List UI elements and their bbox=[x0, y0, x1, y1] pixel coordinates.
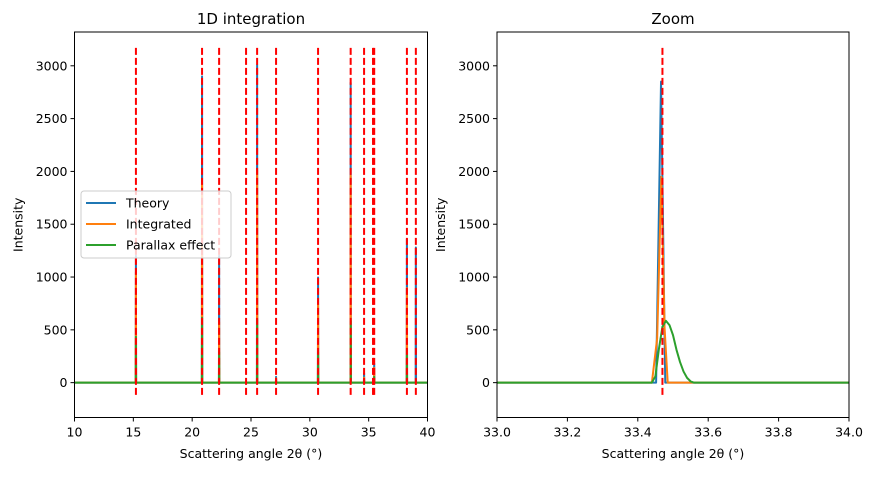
y-tick-label: 500 bbox=[44, 322, 68, 337]
axes-frame bbox=[496, 31, 850, 418]
plot-area bbox=[497, 47, 849, 398]
y-tick-label: 2500 bbox=[458, 111, 490, 126]
legend-frame bbox=[80, 190, 232, 259]
x-tick-label: 20 bbox=[184, 425, 200, 440]
y-tick-label: 2000 bbox=[458, 164, 490, 179]
y-tick-label: 1000 bbox=[458, 270, 490, 285]
x-tick-label: 33.0 bbox=[483, 425, 511, 440]
x-tick-label: 33.4 bbox=[624, 425, 652, 440]
y-axis-label: Intensity bbox=[433, 197, 448, 252]
x-tick-label: 35 bbox=[361, 425, 377, 440]
x-tick-label: 15 bbox=[125, 425, 141, 440]
x-tick-label: 33.8 bbox=[765, 425, 793, 440]
x-tick-label: 33.6 bbox=[694, 425, 722, 440]
chart-title: Zoom bbox=[651, 10, 694, 28]
x-tick-label: 40 bbox=[420, 425, 436, 440]
legend: Theory Integrated Parallax effect bbox=[80, 190, 232, 259]
chart-title: 1D integration bbox=[197, 10, 305, 28]
y-tick-label: 3000 bbox=[36, 58, 68, 73]
series-line-parallax-effect bbox=[497, 319, 849, 384]
legend-label: Parallax effect bbox=[126, 238, 215, 253]
y-tick-label: 1500 bbox=[458, 217, 490, 232]
y-tick-label: 1500 bbox=[36, 217, 68, 232]
y-tick-label: 0 bbox=[60, 375, 68, 390]
x-tick-label: 33.2 bbox=[553, 425, 581, 440]
y-tick-label: 2500 bbox=[36, 111, 68, 126]
x-tick-label: 10 bbox=[67, 425, 83, 440]
y-tick-label: 3000 bbox=[458, 58, 490, 73]
y-tick-label: 2000 bbox=[36, 164, 68, 179]
x-axis-label: Scattering angle 2θ (°) bbox=[180, 446, 323, 461]
y-tick-label: 1000 bbox=[36, 270, 68, 285]
x-tick-label: 30 bbox=[302, 425, 318, 440]
y-tick-label: 500 bbox=[466, 322, 490, 337]
x-tick-label: 25 bbox=[243, 425, 259, 440]
legend-label: Theory bbox=[125, 196, 170, 211]
x-axis-label: Scattering angle 2θ (°) bbox=[602, 446, 745, 461]
y-tick-label: 0 bbox=[482, 375, 490, 390]
series-line-integrated bbox=[497, 175, 849, 384]
y-axis-label: Intensity bbox=[11, 197, 26, 252]
x-tick-label: 34.0 bbox=[835, 425, 863, 440]
subplot-2: 33.0 33.2 33.4 33.6 33.8 34.0 0 500 1000 1500 2000… bbox=[433, 10, 863, 461]
subplot-1: 10 15 20 25 30 35 40 0 500 1000 1500 2000 2500 3000 1D… bbox=[11, 10, 436, 461]
legend-label: Integrated bbox=[126, 217, 191, 232]
